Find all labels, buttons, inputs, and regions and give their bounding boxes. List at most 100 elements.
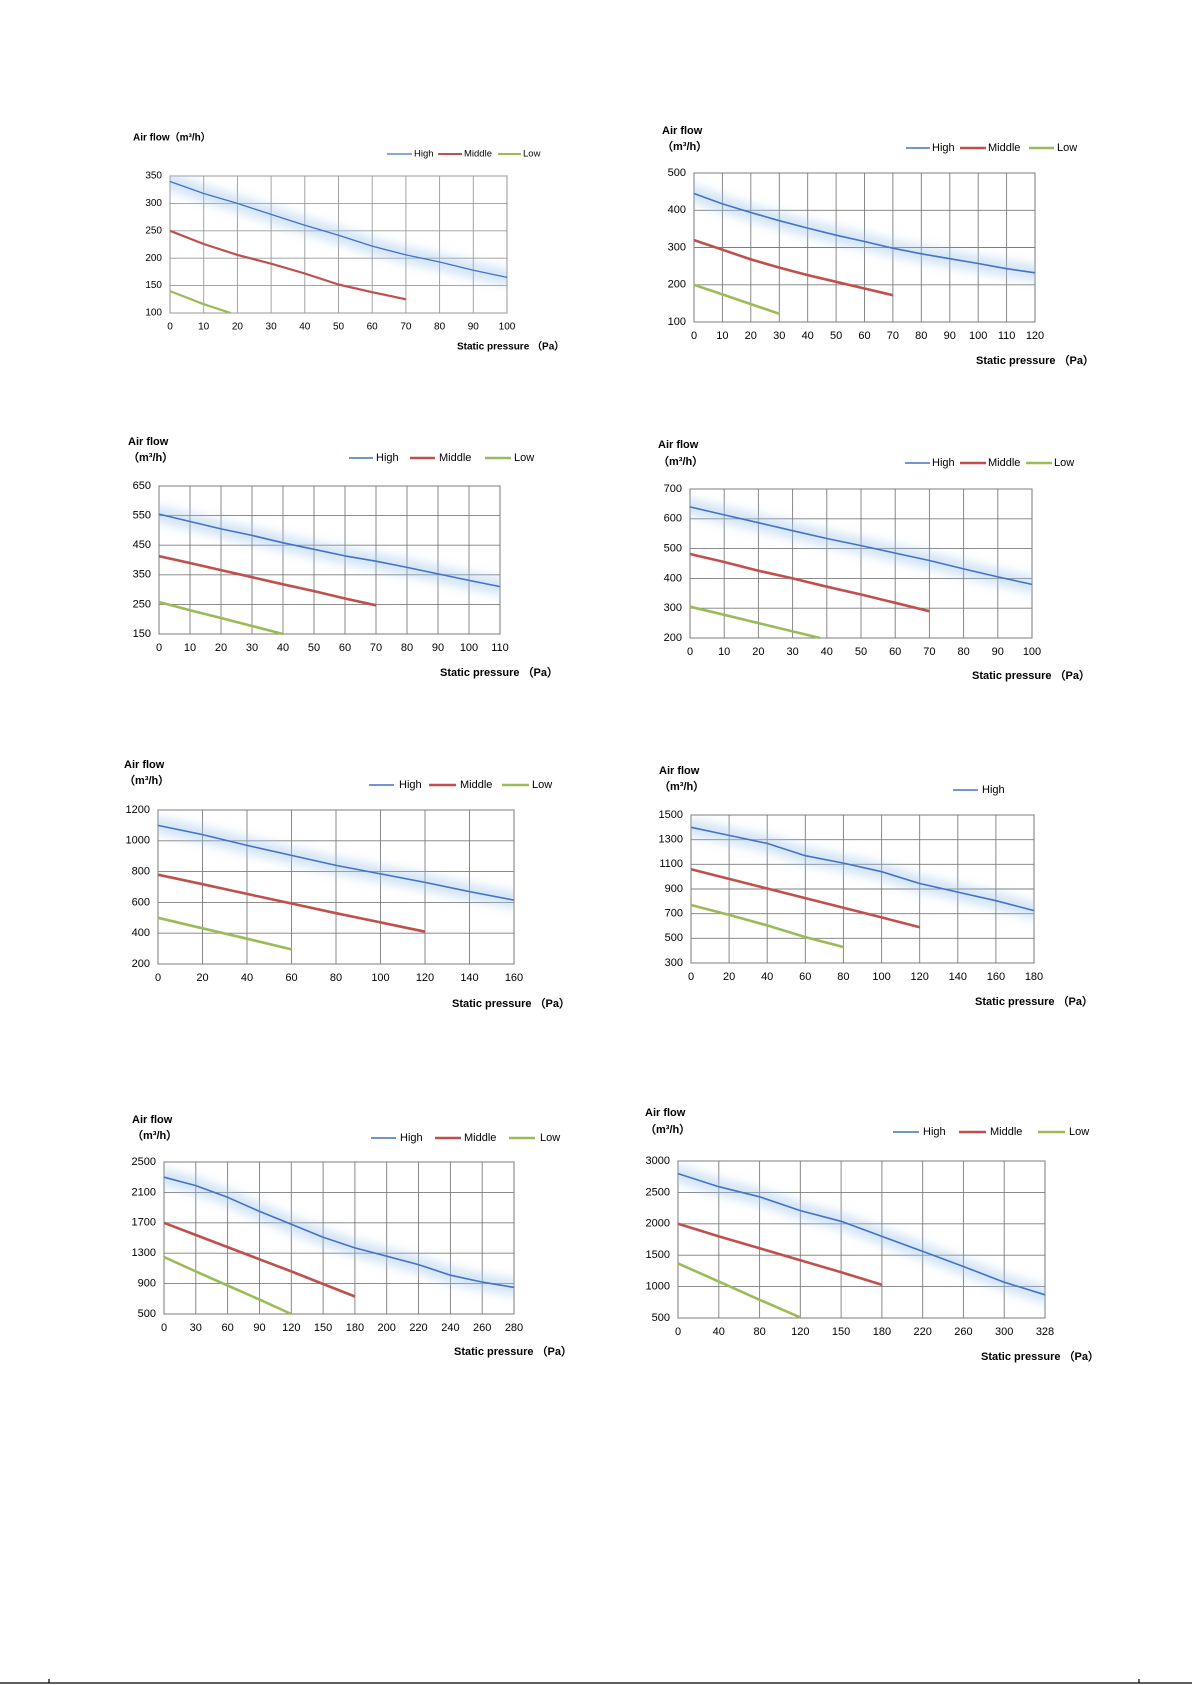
y-tick-label: 500 — [138, 1308, 156, 1320]
x-axis-title: Static pressure （Pa） — [452, 997, 570, 1010]
y-tick-label: 400 — [132, 927, 150, 939]
series — [693, 185, 1036, 316]
x-tick-label: 60 — [339, 642, 351, 654]
x-tick-label: 30 — [190, 1322, 202, 1334]
legend-label-low: Low — [1069, 1126, 1089, 1138]
x-tick-label: 100 — [1023, 646, 1041, 658]
x-tick-label: 0 — [688, 971, 694, 983]
x-axis-ticks: 0 20 40 60 80 100 120 140 160 180 — [688, 971, 1043, 983]
x-tick-label: 60 — [858, 330, 870, 342]
y-tick-label: 200 — [132, 958, 150, 970]
y-tick-label: 100 — [668, 316, 686, 328]
series-line-low — [693, 283, 780, 316]
x-tick-label: 20 — [232, 322, 244, 333]
chart-7: 500 900 1300 1700 2100 2500 0 30 60 90 120 150 180 20… — [132, 1114, 572, 1358]
legend-label-low: Low — [1054, 457, 1074, 469]
series-line-low — [163, 1255, 292, 1316]
series — [157, 817, 515, 951]
series-line-high — [169, 180, 508, 279]
series — [690, 819, 1035, 949]
y-tick-label: 300 — [668, 241, 686, 253]
chart-4: 200 300 400 500 600 700 0 10 20 30 40 50 60 70 80 90 100… — [658, 439, 1090, 682]
x-tick-label: 140 — [460, 972, 478, 984]
y-tick-label: 550 — [133, 510, 151, 522]
x-tick-label: 300 — [995, 1326, 1013, 1338]
y-tick-label: 2500 — [132, 1156, 156, 1168]
x-tick-label: 70 — [887, 330, 899, 342]
x-tick-label: 328 — [1036, 1326, 1054, 1338]
y-tick-label: 600 — [132, 896, 150, 908]
grid — [693, 172, 1036, 323]
x-tick-label: 100 — [371, 972, 389, 984]
x-tick-label: 10 — [184, 642, 196, 654]
y-tick-label: 200 — [664, 632, 682, 644]
y-axis-title: Air flow — [128, 436, 169, 448]
series-line-middle — [169, 229, 407, 301]
legend: High Middle Low — [387, 149, 541, 160]
y-tick-label: 1700 — [132, 1217, 156, 1229]
legend-label-middle: Middle — [439, 452, 471, 464]
x-axis-title: Static pressure （Pa） — [975, 995, 1093, 1008]
legend-label-low: Low — [540, 1132, 560, 1144]
x-tick-label: 20 — [745, 330, 757, 342]
y-axis-title: （m³/h） — [124, 774, 169, 787]
legend-label-high: High — [400, 1132, 423, 1144]
legend: High Middle Low — [369, 779, 552, 791]
series-line-high — [690, 826, 1035, 912]
x-axis-title: Static pressure （Pa） — [972, 669, 1090, 682]
x-tick-label: 60 — [889, 646, 901, 658]
x-axis-ticks: 0 10 20 30 40 50 60 70 80 90 100 — [167, 322, 516, 333]
y-tick-label: 1300 — [659, 834, 683, 846]
series-line-middle — [157, 873, 426, 933]
x-tick-label: 80 — [401, 642, 413, 654]
y-tick-label: 500 — [668, 167, 686, 179]
x-tick-label: 200 — [378, 1322, 396, 1334]
x-tick-label: 100 — [460, 642, 478, 654]
x-tick-label: 100 — [499, 322, 516, 333]
x-tick-label: 70 — [370, 642, 382, 654]
x-tick-label: 260 — [954, 1326, 972, 1338]
legend: High Middle Low — [349, 452, 534, 464]
y-tick-label: 200 — [668, 279, 686, 291]
x-tick-label: 120 — [1026, 330, 1044, 342]
x-tick-label: 0 — [156, 642, 162, 654]
x-tick-label: 40 — [299, 322, 311, 333]
y-tick-label: 800 — [132, 866, 150, 878]
x-axis-title: Static pressure （Pa） — [981, 1350, 1099, 1363]
y-axis-title: Air flow — [132, 1114, 173, 1126]
y-axis-ticks: 300 500 700 900 1100 1300 1500 — [659, 809, 683, 969]
y-tick-label: 200 — [145, 253, 162, 264]
y-tick-label: 700 — [664, 483, 682, 495]
y-tick-label: 1100 — [659, 858, 683, 870]
y-tick-label: 1000 — [126, 835, 150, 847]
y-tick-label: 500 — [665, 932, 683, 944]
x-tick-label: 180 — [1025, 971, 1043, 983]
y-axis-ticks: 200 300 400 500 600 700 — [664, 483, 682, 644]
x-tick-label: 70 — [923, 646, 935, 658]
x-axis-title: Static pressure （Pa） — [976, 354, 1094, 367]
x-axis-ticks: 0 10 20 30 40 50 60 70 80 90 100 110 — [156, 642, 509, 654]
series — [689, 498, 1033, 640]
y-axis-title: （m³/h） — [659, 780, 704, 793]
x-axis-title: Static pressure （Pa） — [440, 666, 558, 679]
x-tick-label: 90 — [944, 330, 956, 342]
chart-5: 200 400 600 800 1000 1200 0 20 40 60 80 100 120 140 16… — [124, 759, 570, 1010]
y-tick-label: 100 — [145, 308, 162, 319]
y-tick-label: 450 — [133, 539, 151, 551]
series-line-3 — [690, 903, 844, 949]
x-tick-label: 50 — [308, 642, 320, 654]
series-line-middle — [677, 1222, 883, 1286]
x-axis-title: Static pressure （Pa） — [454, 1345, 572, 1358]
y-tick-label: 250 — [145, 225, 162, 236]
x-axis-title: Static pressure （Pa） — [457, 340, 564, 353]
x-tick-label: 50 — [830, 330, 842, 342]
x-tick-label: 0 — [687, 646, 693, 658]
x-tick-label: 30 — [773, 330, 785, 342]
legend-label-low: Low — [532, 779, 552, 791]
x-tick-label: 80 — [434, 322, 446, 333]
y-tick-label: 250 — [133, 598, 151, 610]
y-axis-title: （m³/h） — [662, 140, 707, 153]
x-tick-label: 180 — [873, 1326, 891, 1338]
legend-label-high: High — [414, 149, 434, 160]
